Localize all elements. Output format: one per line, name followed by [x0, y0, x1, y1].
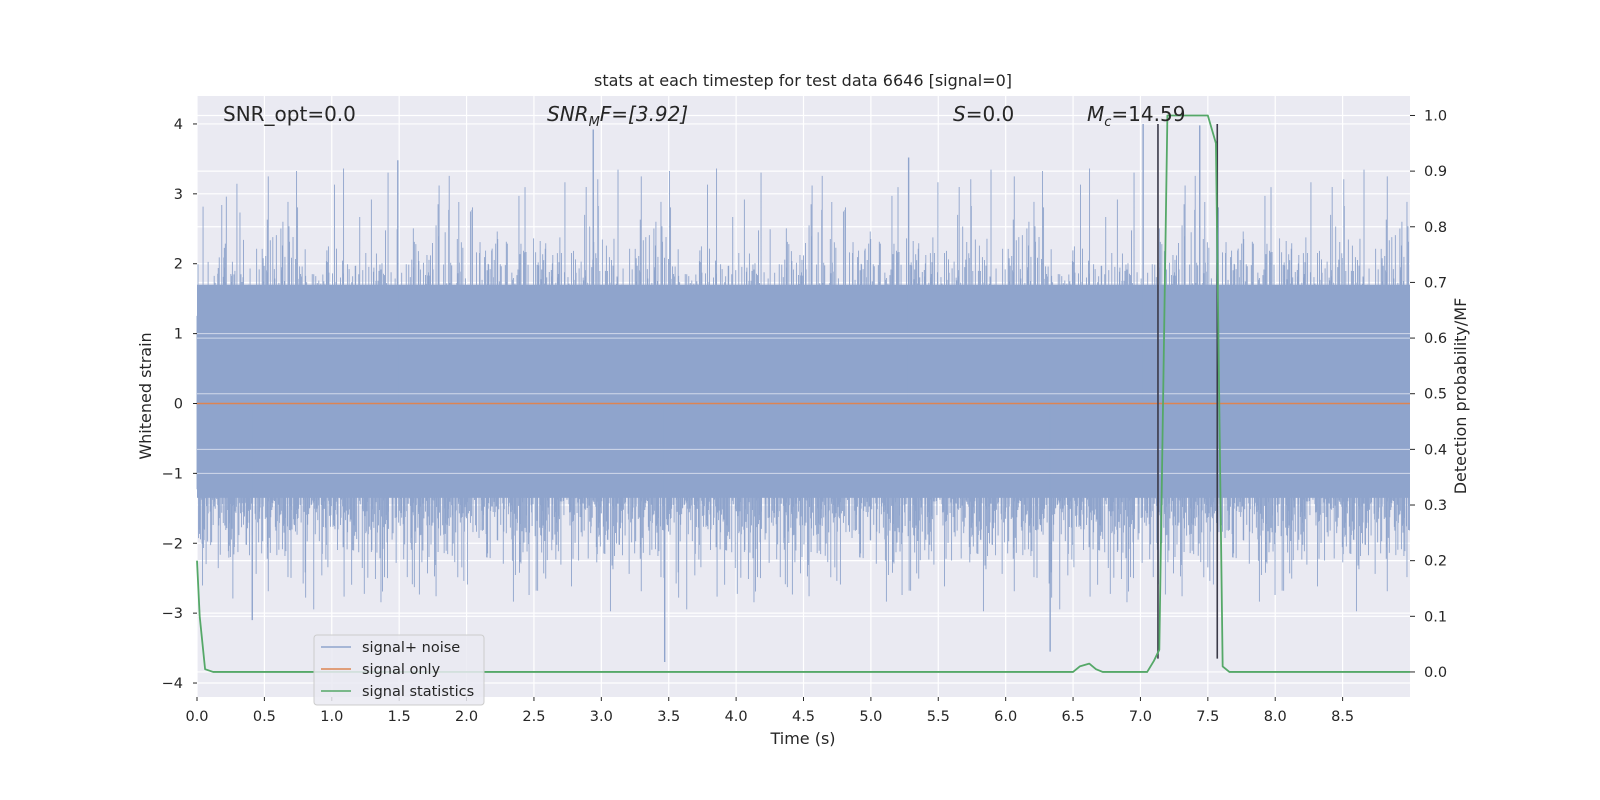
x-tick-label-3: 1.5: [388, 709, 411, 725]
x-tick-label-17: 8.5: [1331, 709, 1354, 725]
x-tick-label-1: 0.5: [253, 709, 276, 725]
x-tick-labels: 0.0 0.5 1.0 1.5 2.0 2.5 3.0 3.5 4.0 4.5 5.0 5.5 6.0 6…: [185, 697, 1354, 725]
y2-axis-label: Detection probability/MF: [1451, 298, 1470, 495]
y-tick-label-0: 4: [174, 117, 183, 133]
legend-label-signal-plus-noise: signal+ noise: [362, 640, 460, 656]
annotation-mc-value: =14.59: [1111, 102, 1185, 126]
y2-tick-label-7: 0.3: [1424, 498, 1447, 514]
annotation-snr-mf-sub: M: [589, 115, 600, 130]
x-tick-label-2: 1.0: [320, 709, 343, 725]
annotation-mc-main: M: [1087, 102, 1104, 126]
y-tick-label-6: −2: [162, 536, 183, 552]
y-tick-label-3: 1: [174, 327, 183, 343]
annotation-s-italic: S: [953, 102, 966, 126]
chart-title: stats at each timestep for test data 664…: [594, 71, 1012, 90]
y2-tick-label-4: 0.6: [1424, 331, 1447, 347]
y2-tick-label-5: 0.5: [1424, 387, 1447, 403]
x-tick-label-4: 2.0: [455, 709, 478, 725]
legend-label-signal-only: signal only: [362, 662, 441, 678]
noise-core-band: [197, 284, 1410, 498]
y2-tick-label-1: 0.9: [1424, 164, 1447, 180]
legend-label-signal-statistics: signal statistics: [362, 684, 474, 700]
x-tick-label-5: 2.5: [522, 709, 545, 725]
legend-box: [313, 634, 485, 706]
y-tick-label-4: 0: [174, 396, 183, 412]
y-tick-label-1: 3: [174, 187, 183, 203]
annotation-snr-mf-tail: F=[3.92]: [600, 102, 688, 126]
y2-tick-label-0: 1.0: [1424, 108, 1447, 124]
x-tick-label-10: 5.0: [859, 709, 882, 725]
annotation-s: S=0.0: [953, 102, 1014, 126]
annotation-mc: Mc=14.59: [1087, 102, 1185, 130]
annotation-snr-mf-main: SNR: [547, 102, 589, 126]
y2-tick-label-9: 0.1: [1424, 609, 1447, 625]
x-tick-label-7: 3.5: [657, 709, 680, 725]
x-tick-label-6: 3.0: [590, 709, 613, 725]
x-tick-label-14: 7.0: [1129, 709, 1152, 725]
x-tick-label-15: 7.5: [1196, 709, 1219, 725]
annotation-mc-sub: c: [1104, 115, 1111, 130]
x-axis-label: Time (s): [769, 729, 835, 748]
y2-tick-label-2: 0.8: [1424, 220, 1447, 236]
x-tick-label-9: 4.5: [792, 709, 815, 725]
y2-tick-label-10: 0.0: [1424, 665, 1447, 681]
y2-tick-labels: 1.0 0.9 0.8 0.7 0.6 0.5 0.4 0.3 0.2 0.1 0.0: [1410, 108, 1447, 681]
y-tick-labels: 4 3 2 1 0 −1 −2 −3 −4: [162, 117, 197, 692]
annotation-snr-opt: SNR_opt=0.0: [223, 102, 356, 126]
x-tick-label-16: 8.0: [1264, 709, 1287, 725]
annotation-s-value: =0.0: [966, 102, 1015, 126]
y2-tick-label-6: 0.4: [1424, 442, 1447, 458]
x-tick-label-11: 5.5: [927, 709, 950, 725]
annotation-snr-mf: SNRMF=[3.92]: [547, 102, 688, 130]
y2-tick-label-3: 0.7: [1424, 275, 1447, 291]
y-tick-label-7: −3: [162, 606, 183, 622]
series-signal-plus-noise: [196, 123, 1410, 663]
y2-tick-label-8: 0.2: [1424, 554, 1447, 570]
x-tick-label-12: 6.0: [994, 709, 1017, 725]
y-tick-label-2: 2: [174, 257, 183, 273]
y-tick-label-5: −1: [162, 466, 183, 482]
x-tick-label-0: 0.0: [185, 709, 208, 725]
legend: signal+ noise signal only signal statist…: [313, 634, 485, 706]
x-tick-label-13: 6.5: [1062, 709, 1085, 725]
y-tick-label-8: −4: [162, 676, 183, 692]
y-axis-label: Whitened strain: [136, 332, 155, 459]
x-tick-label-8: 4.0: [725, 709, 748, 725]
